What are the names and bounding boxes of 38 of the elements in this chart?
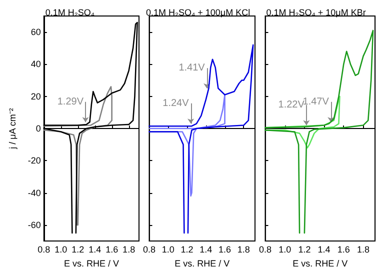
x-tick-label: 1.6 <box>218 244 232 254</box>
x-tick-label: 1.4 <box>318 244 330 254</box>
x-tick-label: 1.0 <box>278 244 292 254</box>
y-tick-label: -20 <box>28 156 41 166</box>
y-tick-label: 60 <box>30 27 41 38</box>
x-tick-label: 1.2 <box>180 244 194 254</box>
chart-title: 0.1M H₂SO₄ <box>45 8 95 18</box>
y-tick-label: 0 <box>36 124 41 134</box>
annotation: 1.22V <box>278 100 305 111</box>
x-tick-label: 1.2 <box>298 244 311 254</box>
chart-title: 0.1M H₂SO₄ + 10μM KBr <box>266 8 366 18</box>
y-tick-label: -40 <box>28 188 41 198</box>
annotation: 1.41V <box>178 62 206 74</box>
x-tick-label: 1.4 <box>200 244 212 254</box>
x-tick-label: 0.8 <box>259 244 272 254</box>
y-tick-label: 20 <box>30 91 41 102</box>
y-tick-label: -60 <box>28 220 41 230</box>
x-tick-label: 0.8 <box>38 244 50 254</box>
x-axis-title: E vs. RHE / V <box>64 258 119 268</box>
y-axis-title: j / μA cm⁻² <box>8 108 18 150</box>
x-tick-label: 1.6 <box>337 244 350 254</box>
x-tick-label: 0.8 <box>143 244 156 254</box>
x-axis-title: E vs. RHE / V <box>292 258 348 268</box>
x-tick-label: 1.0 <box>162 244 174 254</box>
x-tick-label: 1.2 <box>72 244 84 254</box>
x-tick-label: 1.4 <box>88 244 102 254</box>
x-axis-title: E vs. RHE / V <box>174 258 230 268</box>
y-tick-label: 40 <box>30 59 41 70</box>
line-series <box>43 86 112 226</box>
annotation: 1.29V <box>57 96 84 108</box>
annotation: 1.24V <box>162 98 190 109</box>
x-tick-label: 1.8 <box>237 244 250 254</box>
x-tick-label: 1.8 <box>122 244 136 254</box>
annotation: 1.47V <box>302 96 330 108</box>
x-tick-label: 1.0 <box>54 244 68 254</box>
x-tick-label: 1.8 <box>356 244 370 254</box>
chart-title: 0.1M H₂SO₄ + 100μM KCl <box>146 8 250 18</box>
x-tick-label: 1.6 <box>106 244 118 254</box>
